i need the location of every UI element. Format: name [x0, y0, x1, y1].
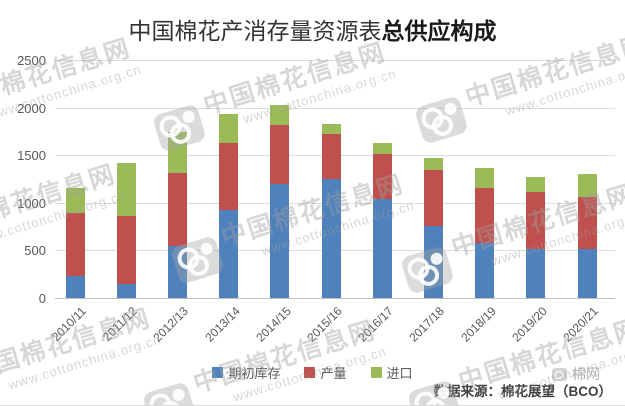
bar-segment	[423, 169, 443, 227]
legend: 期初库存 产量 进口	[0, 363, 625, 382]
x-axis-tick-label: 2013/14	[201, 304, 243, 345]
bar-segment	[65, 212, 85, 277]
x-axis-tick-label: 2012/13	[150, 304, 192, 345]
x-axis-tick-label: 2018/19	[457, 304, 499, 345]
gridline-2000	[55, 107, 615, 109]
x-axis-tick-label: 2019/20	[509, 304, 550, 345]
y-axis-tick-label: 2000	[17, 100, 46, 116]
bar-2018/19	[475, 167, 495, 298]
bar-2015/16	[321, 124, 341, 298]
legend-swatch-icon	[212, 367, 224, 378]
bar-segment	[526, 177, 546, 192]
gridline-0	[55, 298, 615, 299]
legend-label: 进口	[386, 366, 413, 381]
chart-title: 中国棉花产消存量资源表总供应构成	[0, 12, 625, 46]
bar-segment	[270, 124, 290, 184]
bar-segment	[526, 191, 546, 249]
x-axis-tick-label: 2015/16	[304, 304, 345, 345]
bar-2014/15	[270, 104, 290, 298]
bar-segment	[116, 283, 136, 298]
bar-segment	[116, 215, 136, 284]
bar-segment	[321, 124, 341, 135]
legend-swatch-icon	[304, 367, 316, 378]
bar-segment	[219, 143, 239, 210]
bar-segment	[475, 188, 495, 244]
bar-segment	[167, 246, 187, 298]
bar-segment	[475, 243, 495, 298]
bar-segment	[219, 114, 239, 144]
legend-swatch-icon	[370, 367, 382, 378]
bar-2012/13	[167, 132, 187, 298]
bar-segment	[321, 134, 341, 180]
x-axis-tick-label: 2020/21	[560, 304, 601, 345]
bar-segment	[372, 142, 392, 155]
cotton-logo-icon	[552, 367, 567, 381]
bar-segment	[526, 248, 546, 298]
gridline-2500	[55, 60, 615, 61]
bar-segment	[116, 162, 136, 216]
x-axis-tick-label: 2017/18	[406, 304, 448, 345]
corner-watermark: 棉网	[552, 364, 600, 384]
bar-segment	[475, 167, 495, 189]
bar-segment	[270, 104, 290, 125]
bar-2017/18	[423, 158, 443, 298]
bar-segment	[577, 196, 597, 249]
y-axis-tick-label: 1500	[17, 148, 46, 164]
bar-segment	[270, 183, 290, 298]
y-axis-tick-label: 2500	[17, 53, 46, 68]
bar-segment	[577, 248, 597, 298]
legend-item: 期初库存	[212, 363, 280, 382]
x-axis-tick-label: 2016/17	[355, 304, 397, 345]
bar-segment	[372, 199, 392, 298]
bar-2011/12	[116, 162, 136, 298]
legend-label: 产量	[320, 366, 347, 381]
bar-segment	[372, 154, 392, 199]
y-axis-tick-label: 500	[24, 243, 46, 259]
x-axis-tick-label: 2014/15	[253, 304, 294, 345]
bar-segment	[167, 132, 187, 174]
bar-segment	[577, 173, 597, 197]
y-axis-tick-label: 1000	[17, 195, 46, 211]
bar-segment	[423, 226, 443, 298]
corner-watermark-text: 棉网	[572, 366, 600, 382]
bar-segment	[65, 188, 85, 213]
chart-title-normal: 中国棉花产消存量资源表	[128, 18, 382, 44]
bar-2013/14	[219, 114, 239, 298]
bar-2016/17	[372, 142, 392, 298]
bar-segment	[321, 179, 341, 298]
source-note: 数据来源：棉花展望（BCO）	[433, 384, 613, 399]
bar-segment	[219, 209, 239, 298]
legend-item: 进口	[370, 363, 413, 382]
chart-title-bold: 总供应构成	[381, 18, 497, 44]
x-axis-tick-label: 2010/11	[48, 304, 89, 344]
bar-2020/21	[577, 173, 597, 298]
bar-2019/20	[526, 177, 546, 298]
bar-2010/11	[65, 188, 85, 298]
bar-segment	[167, 173, 187, 247]
legend-item: 产量	[304, 363, 347, 382]
x-axis-tick-label: 2011/12	[100, 304, 141, 344]
y-axis-tick-label: 0	[38, 291, 46, 306]
legend-label: 期初库存	[228, 366, 281, 381]
bar-segment	[423, 158, 443, 170]
bar-segment	[65, 276, 85, 298]
